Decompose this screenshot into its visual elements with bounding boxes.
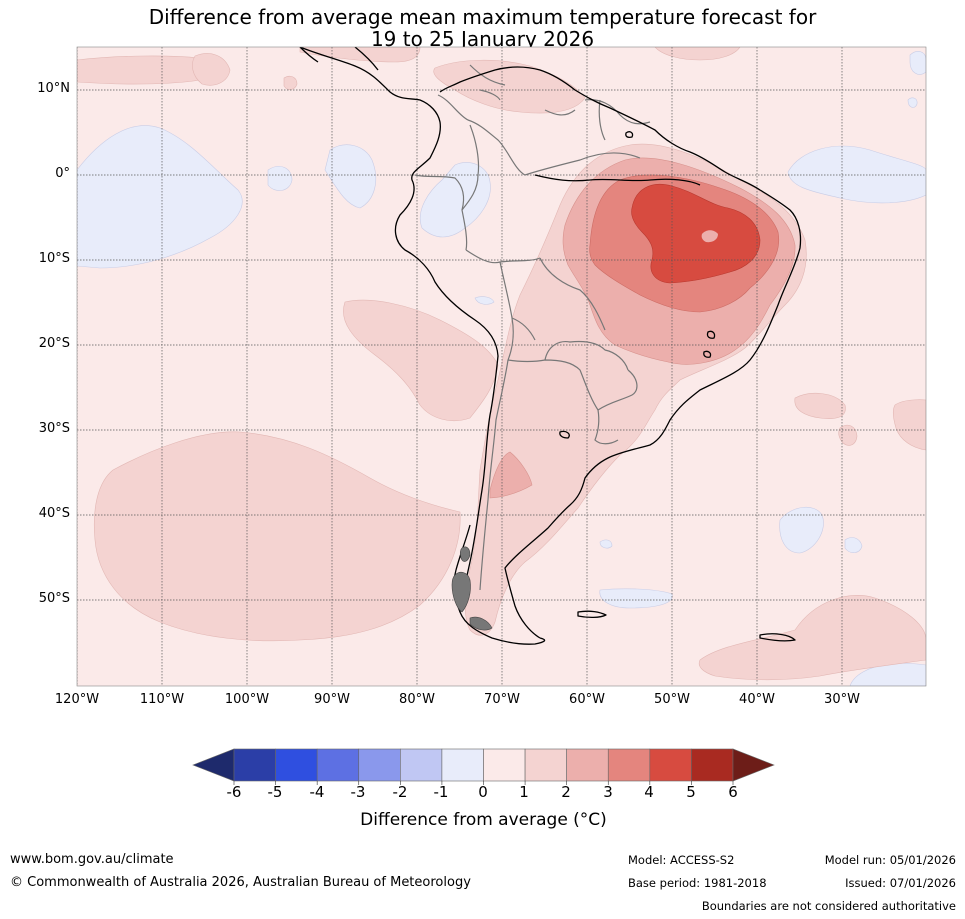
colorbar-segment <box>483 748 526 782</box>
footer-disclaimer: Boundaries are not considered authoritat… <box>701 899 956 913</box>
colorbar-tick-label: -2 <box>392 783 408 801</box>
colorbar-segment <box>566 748 609 782</box>
colorbar-segment <box>233 748 276 782</box>
lat-label-40s: 40°S <box>38 506 70 521</box>
colorbar-tick-label: 2 <box>561 783 571 801</box>
colorbar-label: Difference from average (°C) <box>360 810 607 830</box>
footer-issued: Issued: 07/01/2026 <box>845 876 956 890</box>
colorbar <box>192 748 775 785</box>
map-gridlines <box>77 47 926 686</box>
patagonia-islands <box>451 546 493 631</box>
colorbar-tick-label: -4 <box>309 783 325 801</box>
colorbar-tick-label: -5 <box>267 783 283 801</box>
anomaly-4-5-areas <box>631 184 761 284</box>
colorbar-segment <box>524 748 567 782</box>
colorbar-segment <box>691 748 734 782</box>
lat-label-50s: 50°S <box>38 591 70 606</box>
colorbar-low-extend <box>192 748 235 782</box>
colorbar-segment <box>400 748 443 782</box>
footer-model: Model: ACCESS-S2 <box>628 853 735 867</box>
country-borders <box>414 64 651 591</box>
lon-label-70w: 70°W <box>484 692 520 707</box>
colorbar-tick-label: -6 <box>226 783 242 801</box>
colorbar-tick-label: 4 <box>644 783 654 801</box>
colorbar-tick-label: -1 <box>433 783 449 801</box>
lon-label-40w: 40°W <box>739 692 775 707</box>
lat-label-10s: 10°S <box>38 251 70 266</box>
colorbar-segment <box>441 748 484 782</box>
footer-model-run: Model run: 05/01/2026 <box>824 853 956 867</box>
lon-label-60w: 60°W <box>569 692 605 707</box>
lon-label-50w: 50°W <box>654 692 690 707</box>
lon-label-110w: 110°W <box>139 692 185 707</box>
chart-title-line-1: Difference from average mean maximum tem… <box>148 5 817 29</box>
lat-label-30s: 30°S <box>38 421 70 436</box>
lon-label-90w: 90°W <box>314 692 350 707</box>
footer-base-period: Base period: 1981-2018 <box>628 876 767 890</box>
colorbar-segment <box>607 748 651 782</box>
lon-label-100w: 100°W <box>224 692 270 707</box>
footer-website: www.bom.gov.au/climate <box>10 852 174 867</box>
negative-anomaly-areas <box>77 51 926 686</box>
lon-label-30w: 30°W <box>824 692 860 707</box>
lat-label-0: 0° <box>55 166 70 181</box>
lat-label-20s: 20°S <box>38 336 70 351</box>
lon-label-80w: 80°W <box>399 692 435 707</box>
colorbar-tick-label: 1 <box>519 783 529 801</box>
colorbar-segment <box>316 748 360 782</box>
colorbar-segment <box>358 748 401 782</box>
colorbar-tick-label: 5 <box>686 783 696 801</box>
colorbar-segment <box>275 748 318 782</box>
map-frame <box>76 46 927 687</box>
lat-label-10n: 10°N <box>37 81 70 96</box>
colorbar-tick-label: 6 <box>728 783 738 801</box>
footer-copyright: © Commonwealth of Australia 2026, Austra… <box>10 875 471 890</box>
colorbar-high-extend <box>732 748 775 782</box>
colorbar-segment <box>649 748 692 782</box>
colorbar-tick-label: 3 <box>603 783 613 801</box>
lon-label-120w: 120°W <box>54 692 100 707</box>
colorbar-tick-label: 0 <box>478 783 488 801</box>
colorbar-tick-label: -3 <box>350 783 366 801</box>
coastlines <box>299 47 802 645</box>
